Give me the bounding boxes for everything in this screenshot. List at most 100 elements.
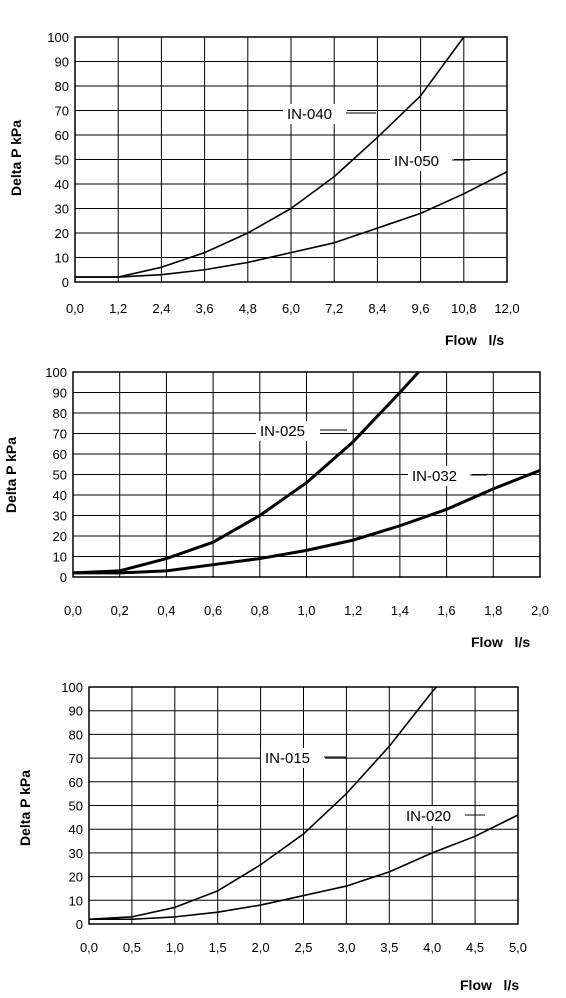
series-label: IN-015 xyxy=(265,750,310,767)
grid xyxy=(88,686,519,925)
x-tick-label: 5,0 xyxy=(509,940,527,955)
y-tick-label: 20 xyxy=(69,870,83,885)
series-label-bg xyxy=(390,151,454,171)
x-tick-label: 4,8 xyxy=(239,301,257,316)
y-tick-label: 20 xyxy=(55,226,69,241)
x-tick-label: 2,4 xyxy=(152,301,170,316)
y-tick-label: 60 xyxy=(53,447,67,462)
x-axis-label: Flow l/s xyxy=(460,977,519,993)
x-tick-label: 1,2 xyxy=(344,603,362,618)
x-tick-label: 0,8 xyxy=(251,603,269,618)
x-tick-label: 1,6 xyxy=(438,603,456,618)
x-tick-label: 1,0 xyxy=(166,940,184,955)
series-line-in-020 xyxy=(89,814,519,921)
y-tick-label: 10 xyxy=(69,893,83,908)
x-tick-label: 8,4 xyxy=(368,301,386,316)
y-tick-label: 70 xyxy=(53,427,67,442)
y-tick-label: 70 xyxy=(69,751,83,766)
y-tick-label: 40 xyxy=(69,822,83,837)
x-tick-label: 0,2 xyxy=(111,603,129,618)
x-tick-label: 7,2 xyxy=(325,301,343,316)
y-tick-label: 80 xyxy=(69,727,83,742)
x-tick-label: 0,5 xyxy=(123,940,141,955)
chart-3-svg: 0,0 0,5 1,0 1,5 2,0 2,5 3,0 3,5 4,0 4,5 5,0 0 10 20 30… xyxy=(17,680,527,993)
series-label: IN-050 xyxy=(394,153,439,170)
series-label: IN-040 xyxy=(287,106,332,123)
y-axis-label: Delta P kPa xyxy=(3,437,19,513)
x-tick-label: 1,8 xyxy=(484,603,502,618)
series-label: IN-020 xyxy=(406,808,451,825)
series-label-bg xyxy=(256,421,320,441)
y-tick-label: 0 xyxy=(76,917,83,932)
x-tick-label: 4,5 xyxy=(466,940,484,955)
y-tick-label: 100 xyxy=(45,365,67,380)
x-tick-label: 1,2 xyxy=(109,301,127,316)
series-label-bg xyxy=(402,806,466,826)
y-tick-label: 80 xyxy=(55,79,69,94)
y-tick-label: 30 xyxy=(53,509,67,524)
x-tick-label: 2,0 xyxy=(252,940,270,955)
x-tick-label: 3,6 xyxy=(196,301,214,316)
y-tick-label: 60 xyxy=(69,775,83,790)
plot-frame xyxy=(88,686,519,925)
series-label-bg xyxy=(408,466,472,486)
y-tick-label: 60 xyxy=(55,128,69,143)
y-axis-label: Delta P kPa xyxy=(8,120,24,196)
y-axis-label: Delta P kPa xyxy=(17,770,33,846)
x-tick-label: 6,0 xyxy=(282,301,300,316)
series-label: IN-032 xyxy=(412,468,457,485)
x-tick-label: 3,5 xyxy=(380,940,398,955)
chart-1: 0,0 1,2 2,4 3,6 4,8 6,0 7,2 8,4 9,6 10,8 12,0 0 10 20… xyxy=(0,0,566,355)
x-tick-label: 1,4 xyxy=(391,603,409,618)
series-label-bg xyxy=(283,104,347,124)
x-tick-label: 10,8 xyxy=(451,301,476,316)
series-line-in-015 xyxy=(88,686,438,921)
x-tick-label: 0,0 xyxy=(66,301,84,316)
y-tick-label: 90 xyxy=(55,55,69,70)
y-tick-label: 0 xyxy=(62,275,69,290)
series-line-in-050 xyxy=(75,171,508,278)
plot-frame xyxy=(74,36,508,283)
y-tick-label: 30 xyxy=(69,846,83,861)
y-tick-label: 0 xyxy=(60,570,67,585)
y-tick-label: 90 xyxy=(69,704,83,719)
chart-2-svg: 0,0 0,2 0,4 0,6 0,8 1,0 1,2 1,4 1,6 1,8 2,0 0 10 20 30… xyxy=(3,365,549,650)
chart-2: 0,0 0,2 0,4 0,6 0,8 1,0 1,2 1,4 1,6 1,8 2,0 0 10 20 30… xyxy=(0,355,566,670)
x-tick-label: 0,0 xyxy=(64,603,82,618)
y-tick-label: 30 xyxy=(55,202,69,217)
x-tick-label: 9,6 xyxy=(412,301,430,316)
y-tick-label: 90 xyxy=(53,386,67,401)
x-tick-label: 0,0 xyxy=(80,940,98,955)
series-line-in-032 xyxy=(73,469,541,575)
x-tick-label: 2,0 xyxy=(531,603,549,618)
y-tick-label: 10 xyxy=(53,550,67,565)
y-tick-label: 80 xyxy=(53,406,67,421)
series-line-in-040 xyxy=(75,36,465,278)
y-tick-label: 50 xyxy=(53,468,67,483)
x-axis-label: Flow l/s xyxy=(471,634,530,650)
y-tick-label: 100 xyxy=(47,30,69,45)
x-tick-label: 3,0 xyxy=(337,940,355,955)
y-tick-label: 50 xyxy=(55,153,69,168)
y-tick-label: 50 xyxy=(69,799,83,814)
y-tick-label: 20 xyxy=(53,529,67,544)
chart-1-svg: 0,0 1,2 2,4 3,6 4,8 6,0 7,2 8,4 9,6 10,8 12,0 0 10 20… xyxy=(8,30,520,348)
x-tick-label: 4,0 xyxy=(423,940,441,955)
x-tick-label: 12,0 xyxy=(494,301,519,316)
series-label: IN-025 xyxy=(260,423,305,440)
y-tick-label: 70 xyxy=(55,104,69,119)
y-tick-label: 10 xyxy=(55,251,69,266)
y-tick-label: 40 xyxy=(53,488,67,503)
plot-frame xyxy=(72,371,541,578)
series-label-bg xyxy=(261,748,325,768)
x-tick-label: 1,0 xyxy=(297,603,315,618)
x-tick-label: 0,4 xyxy=(157,603,175,618)
x-tick-label: 2,5 xyxy=(294,940,312,955)
y-tick-label: 100 xyxy=(61,680,83,695)
series-line-in-025 xyxy=(72,370,420,575)
x-tick-label: 1,5 xyxy=(209,940,227,955)
x-axis-label: Flow l/s xyxy=(445,332,504,348)
x-tick-label: 0,6 xyxy=(204,603,222,618)
y-tick-label: 40 xyxy=(55,177,69,192)
chart-3: 0,0 0,5 1,0 1,5 2,0 2,5 3,0 3,5 4,0 4,5 5,0 0 10 20 30… xyxy=(0,670,566,998)
